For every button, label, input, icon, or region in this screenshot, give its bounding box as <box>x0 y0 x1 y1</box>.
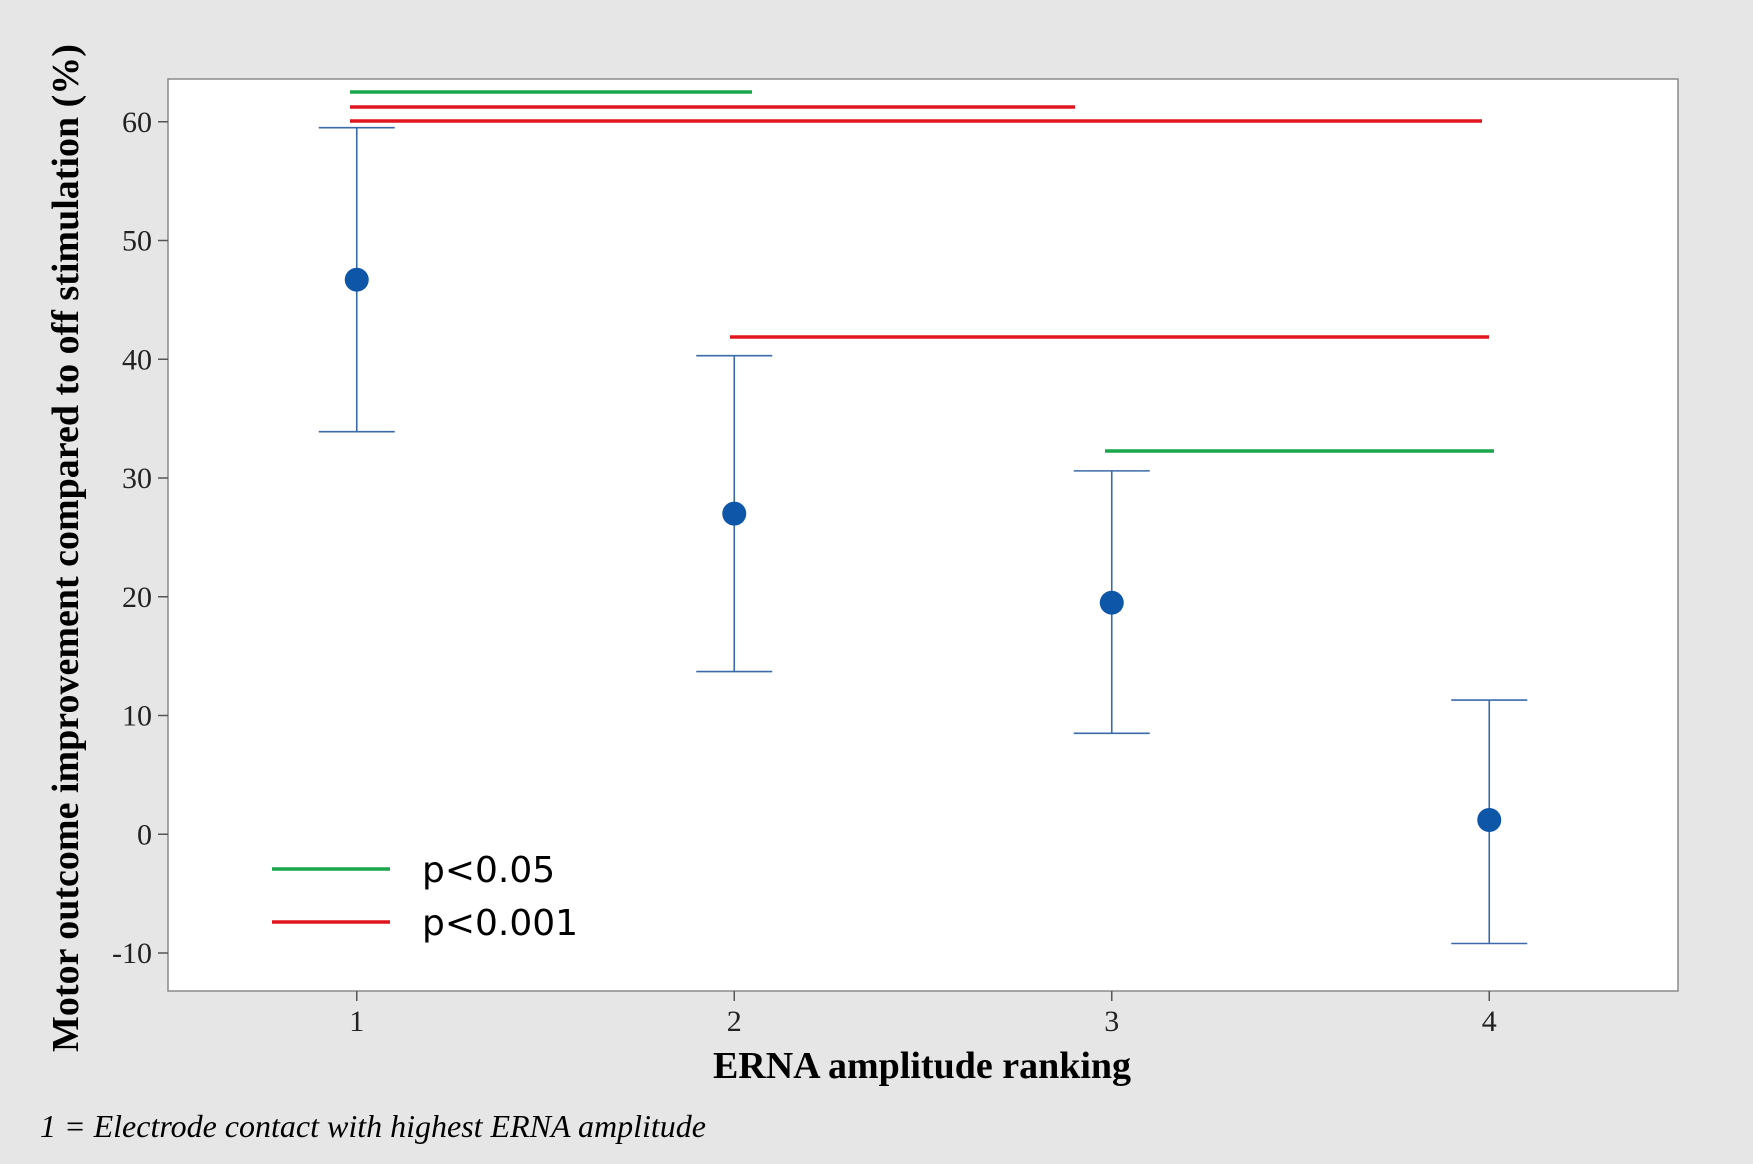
significance-bars <box>350 90 1494 453</box>
x-tick-label: 3 <box>1104 1005 1119 1038</box>
y-tick-label: 50 <box>122 225 152 258</box>
y-tick-label: 30 <box>122 462 152 495</box>
y-tick-label: 20 <box>122 581 152 614</box>
y-tick-label: -10 <box>112 937 152 970</box>
y-axis-title: Motor outcome improvement compared to of… <box>45 44 87 1052</box>
data-point <box>722 501 747 526</box>
y-tick-label: 60 <box>122 106 152 139</box>
legend-label: p<0.05 <box>422 850 555 891</box>
footnote: 1 = Electrode contact with highest ERNA … <box>40 1108 706 1144</box>
x-tick-label: 1 <box>349 1005 364 1038</box>
data-point <box>1099 590 1124 615</box>
plot-area <box>167 78 1679 992</box>
legend-label: p<0.001 <box>422 903 578 944</box>
y-axis-ticks: -10 0 10 20 30 40 50 60 <box>112 106 168 970</box>
legend: p<0.05 p<0.001 <box>272 850 578 944</box>
y-tick-label: 10 <box>122 700 152 733</box>
data-points <box>344 267 1502 832</box>
x-axis-title: ERNA amplitude ranking <box>713 1045 1131 1087</box>
x-axis-ticks: 1 2 3 4 <box>349 991 1497 1038</box>
data-point <box>344 267 369 292</box>
y-tick-label: 40 <box>122 343 152 376</box>
x-tick-label: 2 <box>727 1005 742 1038</box>
x-tick-label: 4 <box>1482 1005 1497 1038</box>
y-tick-label: 0 <box>137 818 152 851</box>
data-point <box>1477 808 1502 832</box>
